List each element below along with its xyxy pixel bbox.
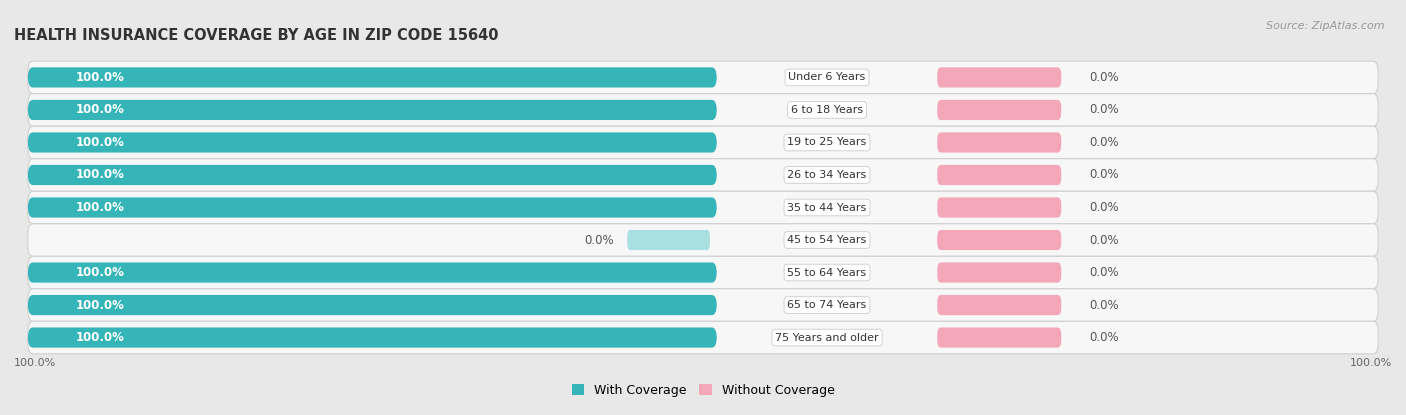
Text: 45 to 54 Years: 45 to 54 Years (787, 235, 866, 245)
Text: 100.0%: 100.0% (76, 298, 125, 312)
Text: Under 6 Years: Under 6 Years (789, 73, 866, 83)
Text: 100.0%: 100.0% (76, 168, 125, 181)
FancyBboxPatch shape (28, 262, 717, 283)
FancyBboxPatch shape (28, 159, 1378, 191)
FancyBboxPatch shape (28, 191, 1378, 224)
Text: 75 Years and older: 75 Years and older (775, 332, 879, 342)
Text: 6 to 18 Years: 6 to 18 Years (792, 105, 863, 115)
FancyBboxPatch shape (28, 94, 1378, 126)
FancyBboxPatch shape (938, 295, 1062, 315)
Text: 0.0%: 0.0% (1088, 298, 1118, 312)
FancyBboxPatch shape (28, 132, 717, 153)
FancyBboxPatch shape (28, 61, 1378, 94)
FancyBboxPatch shape (28, 126, 1378, 159)
Text: 100.0%: 100.0% (1350, 358, 1392, 368)
Text: 100.0%: 100.0% (76, 201, 125, 214)
Text: 55 to 64 Years: 55 to 64 Years (787, 268, 866, 278)
Text: 100.0%: 100.0% (76, 136, 125, 149)
Text: 0.0%: 0.0% (583, 234, 613, 247)
FancyBboxPatch shape (938, 67, 1062, 88)
FancyBboxPatch shape (938, 262, 1062, 283)
Legend: With Coverage, Without Coverage: With Coverage, Without Coverage (572, 384, 834, 397)
FancyBboxPatch shape (28, 198, 717, 217)
Text: 0.0%: 0.0% (1088, 136, 1118, 149)
Text: 26 to 34 Years: 26 to 34 Years (787, 170, 866, 180)
Text: 65 to 74 Years: 65 to 74 Years (787, 300, 866, 310)
FancyBboxPatch shape (28, 321, 1378, 354)
FancyBboxPatch shape (627, 230, 710, 250)
Text: 100.0%: 100.0% (14, 358, 56, 368)
FancyBboxPatch shape (938, 230, 1062, 250)
FancyBboxPatch shape (938, 165, 1062, 185)
FancyBboxPatch shape (28, 289, 1378, 321)
Text: 100.0%: 100.0% (76, 266, 125, 279)
FancyBboxPatch shape (28, 224, 1378, 256)
FancyBboxPatch shape (28, 256, 1378, 289)
FancyBboxPatch shape (938, 132, 1062, 153)
Text: 0.0%: 0.0% (1088, 168, 1118, 181)
Text: 35 to 44 Years: 35 to 44 Years (787, 203, 866, 212)
Text: 100.0%: 100.0% (76, 71, 125, 84)
Text: 100.0%: 100.0% (76, 103, 125, 117)
FancyBboxPatch shape (938, 198, 1062, 217)
FancyBboxPatch shape (938, 100, 1062, 120)
FancyBboxPatch shape (28, 165, 717, 185)
Text: 100.0%: 100.0% (76, 331, 125, 344)
FancyBboxPatch shape (28, 295, 717, 315)
FancyBboxPatch shape (28, 67, 717, 88)
Text: 0.0%: 0.0% (1088, 266, 1118, 279)
Text: 0.0%: 0.0% (1088, 331, 1118, 344)
Text: 0.0%: 0.0% (1088, 234, 1118, 247)
Text: 0.0%: 0.0% (1088, 103, 1118, 117)
Text: HEALTH INSURANCE COVERAGE BY AGE IN ZIP CODE 15640: HEALTH INSURANCE COVERAGE BY AGE IN ZIP … (14, 28, 499, 43)
FancyBboxPatch shape (28, 100, 717, 120)
FancyBboxPatch shape (28, 327, 717, 348)
FancyBboxPatch shape (938, 327, 1062, 348)
Text: 0.0%: 0.0% (1088, 201, 1118, 214)
Text: 0.0%: 0.0% (1088, 71, 1118, 84)
Text: 19 to 25 Years: 19 to 25 Years (787, 137, 866, 147)
Text: Source: ZipAtlas.com: Source: ZipAtlas.com (1267, 21, 1385, 31)
